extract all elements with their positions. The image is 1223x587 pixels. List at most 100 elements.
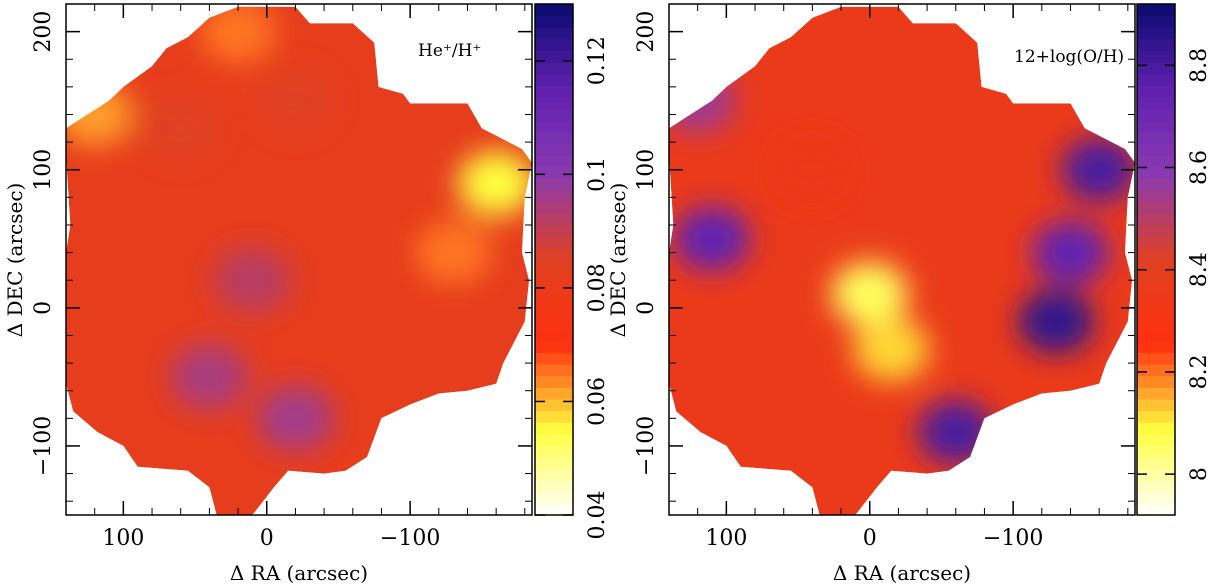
x-tick-label: 0 — [260, 526, 274, 551]
colorbar-step — [1137, 189, 1175, 203]
colorbar-step — [535, 131, 573, 144]
colorbar-step — [535, 213, 573, 226]
x-tick-label: 100 — [102, 526, 144, 551]
colorbar-step — [535, 189, 573, 203]
colorbar-step — [535, 456, 573, 470]
map-region-3 — [171, 344, 248, 409]
colorbar-step — [1137, 143, 1175, 156]
axis-ticks-1: 100 0 −100 −100 0 100 200 — [634, 3, 1135, 551]
colorbar-step — [535, 236, 573, 249]
colorbar-step — [535, 410, 573, 423]
colorbar-step — [1137, 480, 1175, 493]
map-region-4 — [257, 386, 334, 451]
colorbar-step — [1137, 317, 1175, 330]
map-region-8 — [200, 6, 277, 64]
colorbar-step — [535, 387, 573, 400]
x-axis-title-0: Δ RA (arcsec) — [230, 561, 368, 585]
colorbar-step — [1137, 294, 1175, 307]
colorbar-step — [535, 27, 573, 40]
panel-oxygen-map: 100 0 −100 −100 0 100 200 12+log(O/H) Δ RA (ar… — [606, 3, 1212, 585]
colorbar-step — [535, 247, 573, 261]
map-region-1 — [853, 317, 930, 382]
map-region-7 — [674, 206, 750, 271]
plot-frame-0 — [65, 3, 533, 516]
colorbar-step — [1137, 445, 1175, 458]
colorbar-step — [1137, 375, 1175, 388]
colorbar-step — [1137, 236, 1175, 249]
colorbar-step — [535, 317, 573, 330]
colorbar-step — [535, 329, 573, 342]
colorbar-1: 8 8.2 8.4 8.6 8.8 — [1136, 3, 1212, 516]
colorbar-step — [535, 143, 573, 156]
colorbar-step — [1137, 433, 1175, 446]
colorbar-step — [1137, 73, 1175, 86]
colorbar-step — [1137, 398, 1175, 412]
colorbar-step — [535, 178, 573, 191]
colorbar-step — [1137, 305, 1175, 319]
x-tick-label: 100 — [705, 526, 747, 551]
colorbar-step — [535, 224, 573, 237]
colorbar-step — [535, 120, 573, 133]
colorbar-tick-label: 8.2 — [1187, 354, 1212, 389]
colorbar-tick-label: 8.6 — [1187, 150, 1212, 185]
colorbar-step — [535, 201, 573, 214]
map-background — [669, 6, 1135, 515]
colorbar-step — [1137, 259, 1175, 272]
colorbar-step — [1137, 131, 1175, 144]
colorbar-step — [535, 259, 573, 272]
colorbar-0: 0.04 0.06 0.08 0.1 0.12 — [534, 3, 610, 540]
colorbar-step — [535, 4, 573, 17]
colorbar-step — [535, 294, 573, 307]
colorbar-frame — [534, 3, 574, 516]
x-axis-title-1: Δ RA (arcsec) — [833, 561, 971, 585]
colorbar-step — [535, 352, 573, 365]
map-region-0 — [831, 262, 908, 326]
colorbar-step — [535, 282, 573, 295]
colorbar-step — [535, 50, 573, 63]
colorbar-tick-label: 0.04 — [585, 491, 610, 540]
colorbar-tick-label: 0.12 — [585, 36, 610, 85]
map-region-6 — [458, 151, 532, 216]
x-tick-label: 0 — [863, 526, 877, 551]
colorbar-step — [1137, 422, 1175, 435]
colorbar-step — [535, 108, 573, 121]
colorbar-step — [1137, 224, 1175, 237]
colorbar-tick-label: 0.06 — [585, 377, 610, 426]
colorbar-tick-label: 0.08 — [585, 263, 610, 312]
x-tick-label: −100 — [380, 526, 440, 551]
colorbar-step — [1137, 15, 1175, 28]
colorbar-step — [1137, 410, 1175, 423]
map-region-0 — [142, 96, 219, 161]
colorbar-tick-label: 8.8 — [1187, 48, 1212, 83]
colorbar-step — [535, 154, 573, 168]
y-tick-label: 200 — [31, 11, 56, 53]
colorbar-step — [535, 73, 573, 86]
y-axis-title-1: Δ DEC (arcsec) — [606, 183, 630, 338]
colorbar-step — [535, 398, 573, 412]
colorbar-tick-label: 0.1 — [585, 157, 610, 192]
colorbar-step — [1137, 364, 1175, 377]
colorbar-step — [535, 422, 573, 435]
map-region-3 — [1032, 220, 1109, 285]
map-region-2 — [774, 137, 851, 202]
colorbar-step — [1137, 329, 1175, 342]
colorbar-step — [535, 468, 573, 481]
colorbar-step — [1137, 247, 1175, 261]
map-label-0: He⁺/H⁺ — [418, 41, 481, 61]
colorbar-step — [1137, 503, 1175, 516]
y-tick-label: −100 — [31, 416, 56, 476]
y-tick-label: 0 — [31, 301, 56, 315]
colorbar-step — [1137, 271, 1175, 284]
colorbar-step — [535, 503, 573, 516]
map-region-5 — [1018, 289, 1095, 354]
colorbar-step — [1137, 213, 1175, 226]
colorbar-step — [1137, 491, 1175, 504]
colorbar-step — [535, 166, 573, 179]
colorbar-step — [535, 62, 573, 75]
colorbar-frame — [1136, 3, 1176, 516]
colorbar-step — [1137, 166, 1175, 179]
colorbar-step — [535, 480, 573, 493]
colorbar-step — [535, 445, 573, 458]
map-area-1 — [669, 6, 1135, 515]
